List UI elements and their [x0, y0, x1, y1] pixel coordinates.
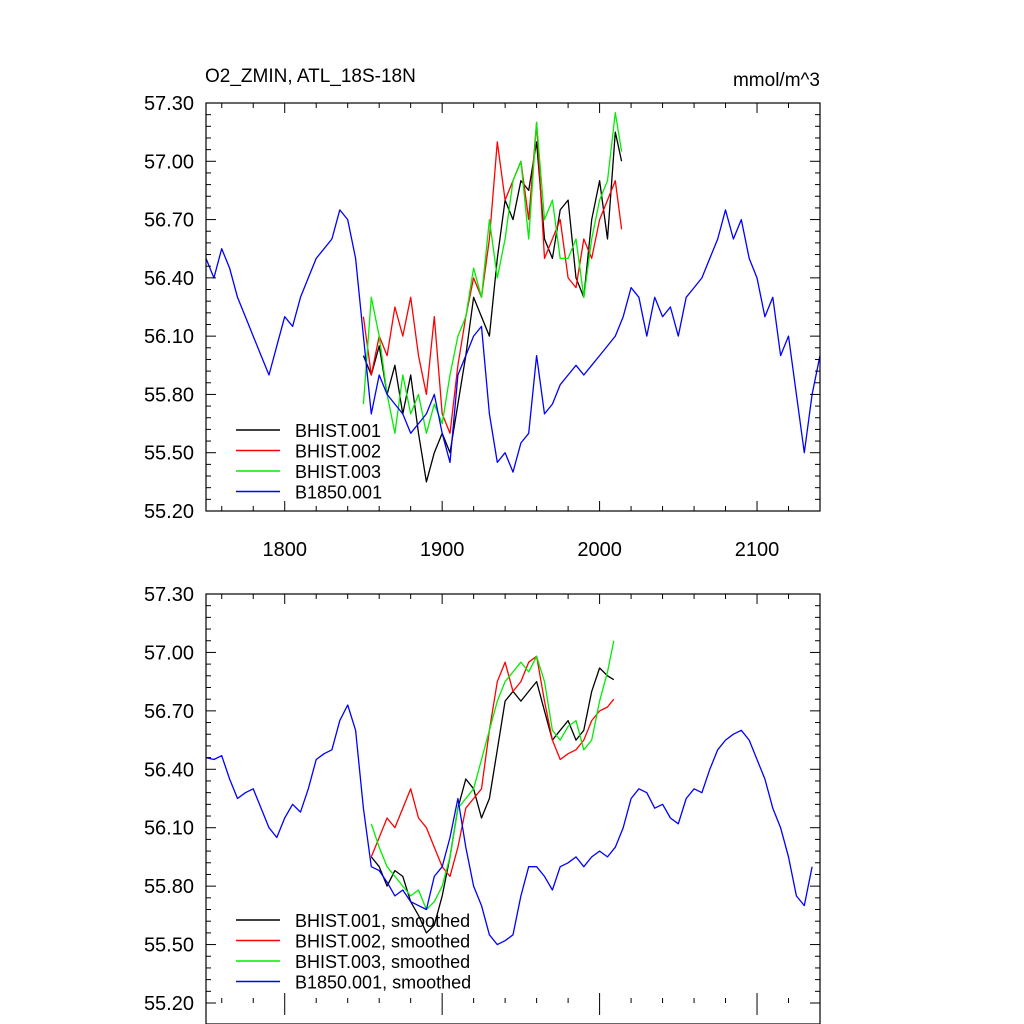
series-line-2	[370, 640, 615, 911]
y-tick-label: 56.70	[144, 210, 194, 232]
legend-label: BHIST.002	[295, 442, 381, 462]
y-tick-label: 56.70	[144, 701, 194, 723]
top-panel: O2_ZMIN, ATL_18S-18N mmol/m^3 55.20 55.50…	[144, 66, 821, 561]
y-tick-label: 57.00	[144, 642, 194, 664]
series-line-1	[362, 121, 623, 434]
x-tick-label: 1900	[420, 539, 465, 561]
series-layer	[205, 112, 821, 483]
legend-label: BHIST.003, smoothed	[295, 952, 470, 972]
y-tick-label: 55.20	[144, 501, 194, 523]
y-tick-label: 56.40	[144, 268, 194, 290]
y-tick-label: 55.80	[144, 876, 194, 898]
y-tick-label: 55.50	[144, 935, 194, 957]
series-line-3	[205, 704, 813, 946]
chart-title: O2_ZMIN, ATL_18S-18N	[205, 66, 416, 87]
bottom-panel: 55.20 55.50 55.80 56.10 56.40 56.70 57.00 57.30…	[144, 584, 821, 1024]
y-tick-label: 56.10	[144, 818, 194, 840]
y-tick-label: 56.10	[144, 326, 194, 348]
tick-layer: 55.20 55.50 55.80 56.10 56.40 56.70 57.00 57.30…	[144, 93, 821, 561]
legend-label: BHIST.001	[295, 421, 381, 441]
plot-frame	[205, 102, 821, 512]
tick-layer: 55.20 55.50 55.80 56.10 56.40 56.70 57.00 57.30	[144, 584, 821, 1015]
series-line-0	[370, 667, 615, 934]
legend-label: B1850.001	[295, 483, 382, 503]
y-tick-label: 57.30	[144, 93, 194, 115]
units-label: mmol/m^3	[733, 70, 820, 91]
legend-label: BHIST.002, smoothed	[295, 932, 470, 952]
y-tick-label: 55.50	[144, 443, 194, 465]
series-line-1	[370, 655, 615, 878]
legend-label: BHIST.001, smoothed	[295, 911, 470, 931]
y-tick-label: 56.40	[144, 759, 194, 781]
series-layer	[205, 640, 813, 946]
x-tick-label: 2100	[735, 539, 780, 561]
y-tick-label: 57.30	[144, 584, 194, 606]
y-tick-label: 55.20	[144, 993, 194, 1015]
legend-label: B1850.001, smoothed	[295, 973, 471, 993]
x-tick-label: 2000	[577, 539, 622, 561]
y-tick-label: 57.00	[144, 151, 194, 173]
series-line-2	[362, 112, 623, 434]
plot-frame	[205, 593, 821, 1024]
x-tick-label: 1800	[262, 539, 307, 561]
y-tick-label: 55.80	[144, 384, 194, 406]
legend-label: BHIST.003	[295, 462, 381, 482]
series-line-3	[205, 209, 821, 473]
